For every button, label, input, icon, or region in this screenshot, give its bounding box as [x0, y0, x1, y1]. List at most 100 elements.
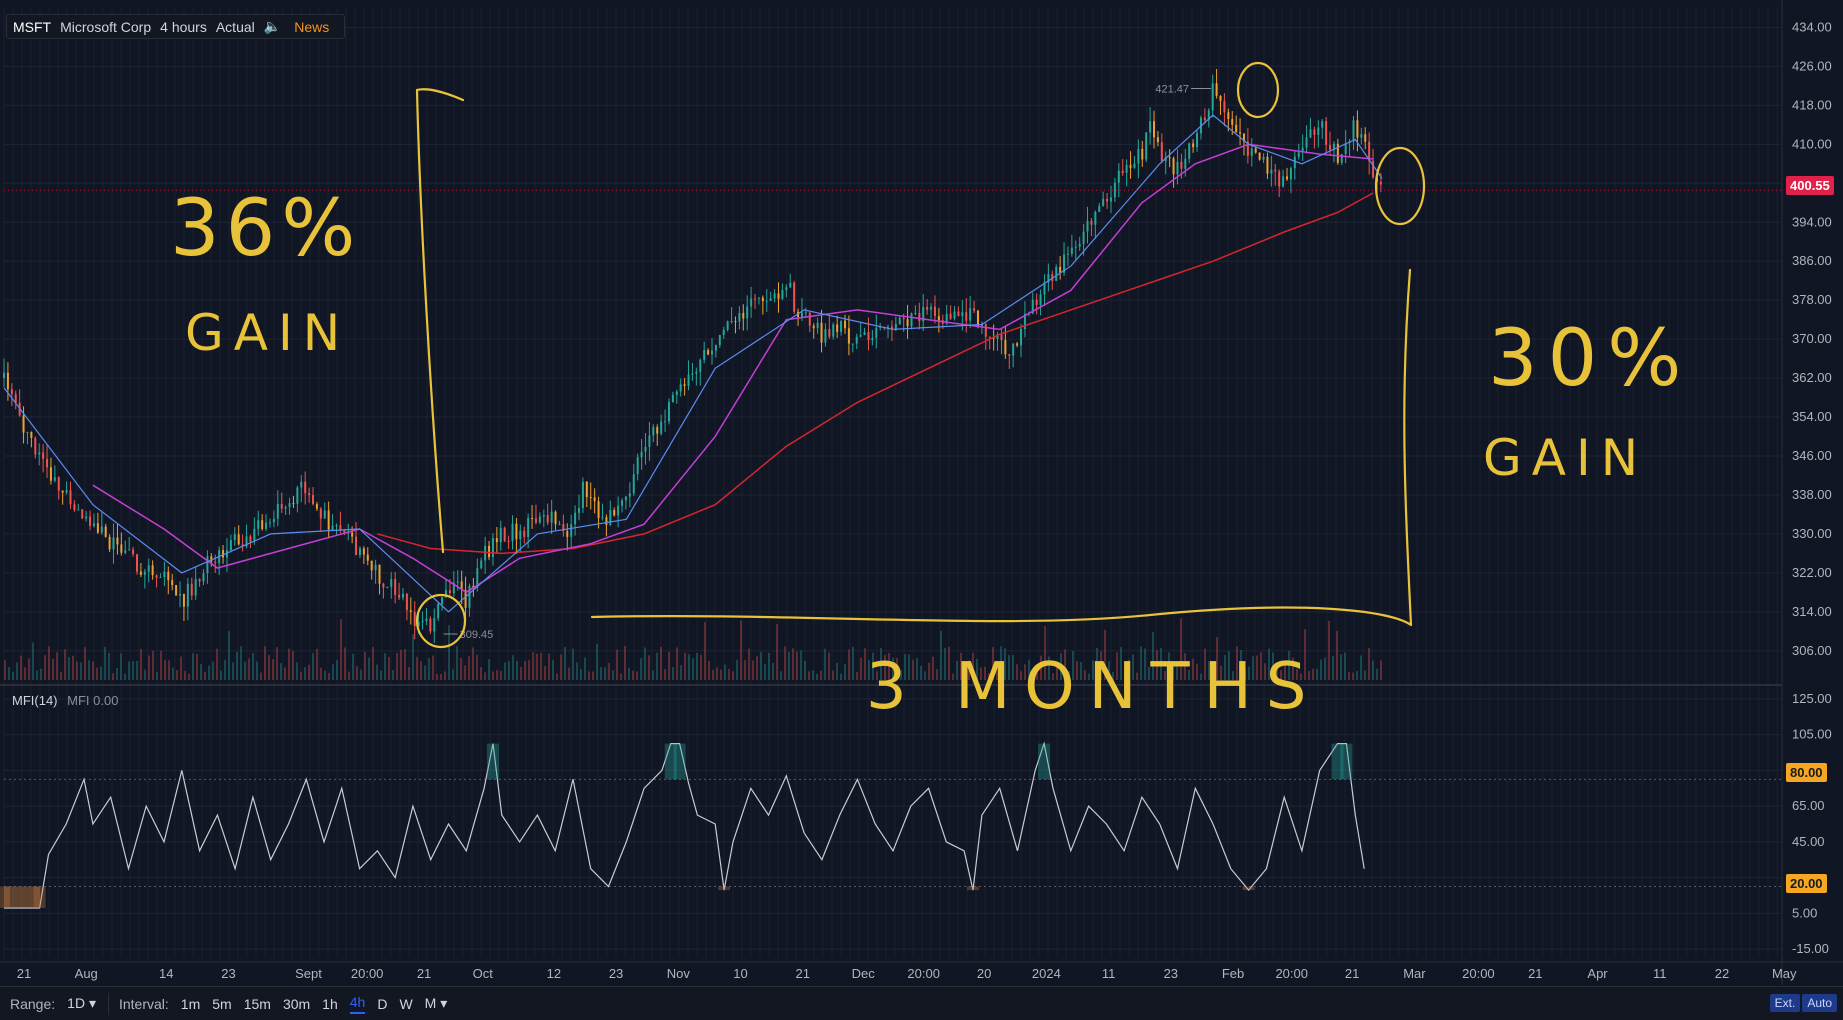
time-axis-tick-label: Mar — [1403, 966, 1426, 981]
interval-label[interactable]: 4 hours — [160, 19, 207, 35]
volume-bar — [672, 667, 674, 680]
symbol-ticker[interactable]: MSFT — [13, 19, 51, 35]
ext-hours-toggle[interactable]: Ext. — [1770, 994, 1801, 1012]
volume-bar — [744, 660, 746, 680]
candle-body — [332, 526, 334, 530]
volume-bar — [520, 667, 522, 680]
candle-body — [770, 298, 772, 300]
candle-body — [109, 537, 111, 549]
interval-4h[interactable]: 4h — [350, 994, 366, 1014]
candle-body — [175, 585, 177, 595]
price-axis-tick-label: 330.00 — [1792, 526, 1832, 541]
speaker-icon: 🔈 — [264, 18, 281, 35]
time-axis-tick-label: 23 — [221, 966, 235, 981]
volume-bar — [556, 674, 558, 680]
candle-body — [836, 324, 838, 332]
news-toggle[interactable]: 🔈 News — [264, 18, 338, 35]
extreme-price-label: 421.47 — [1155, 83, 1189, 95]
candle-body — [437, 604, 439, 618]
extreme-price-label: 309.45 — [460, 629, 494, 641]
candle-body — [1055, 267, 1057, 281]
candle-body — [645, 447, 647, 452]
candle-body — [1102, 199, 1104, 206]
volume-bar — [616, 650, 618, 680]
price-axis-tick-label: 362.00 — [1792, 370, 1832, 385]
volume-bar — [644, 647, 646, 680]
interval-15m[interactable]: 15m — [244, 996, 271, 1012]
auto-scale-toggle[interactable]: Auto — [1802, 994, 1837, 1012]
candle-body — [1020, 329, 1022, 345]
interval-d[interactable]: D — [377, 996, 387, 1012]
candle-body — [1239, 132, 1241, 133]
volume-bar — [824, 649, 826, 680]
volume-bar — [804, 661, 806, 680]
volume-bar — [60, 672, 62, 680]
volume-bar — [728, 669, 730, 680]
volume-bar — [848, 650, 850, 680]
candle-body — [738, 313, 740, 322]
candle-body — [629, 493, 631, 496]
volume-bar — [660, 647, 662, 680]
candle-body — [156, 575, 158, 577]
interval-w[interactable]: W — [399, 996, 412, 1012]
candle-body — [1227, 112, 1229, 119]
interval-30m[interactable]: 30m — [283, 996, 310, 1012]
candle-body — [515, 524, 517, 540]
candle-body — [163, 572, 165, 577]
mfi-axis-tick-label: 65.00 — [1792, 798, 1825, 813]
candle-body — [116, 538, 118, 545]
volume-bar — [292, 651, 294, 680]
candle-body — [1212, 83, 1214, 110]
candle-body — [551, 512, 553, 523]
candle-body — [688, 375, 690, 386]
candle-body — [864, 332, 866, 335]
candle-body — [171, 580, 173, 585]
volume-bar — [632, 671, 634, 680]
volume-bar — [704, 622, 706, 680]
time-axis-tick-label: 10 — [733, 966, 747, 981]
interval-m[interactable]: M ▾ — [425, 995, 448, 1012]
volume-bar — [1356, 671, 1358, 680]
candle-body — [543, 515, 545, 517]
volume-bar — [1324, 657, 1326, 680]
candle-body — [191, 584, 193, 596]
candle-body — [296, 488, 298, 504]
candle-body — [355, 537, 357, 555]
interval-1h[interactable]: 1h — [322, 996, 338, 1012]
candle-body — [433, 618, 435, 631]
volume-bar — [400, 650, 402, 680]
volume-bar — [204, 672, 206, 680]
volume-bar — [376, 665, 378, 680]
volume-bar — [92, 661, 94, 680]
interval-1m[interactable]: 1m — [181, 996, 200, 1012]
volume-bar — [332, 664, 334, 680]
time-axis-tick-label: 21 — [1528, 966, 1542, 981]
candle-body — [34, 438, 36, 454]
candle-body — [26, 432, 28, 433]
time-axis-tick-label: 21 — [796, 966, 810, 981]
candle-body — [1356, 120, 1358, 137]
volume-bar — [12, 672, 14, 680]
candle-body — [1161, 142, 1163, 161]
mfi-indicator-name[interactable]: MFI(14) — [12, 693, 58, 708]
candle-body — [58, 477, 60, 490]
price-mode-label[interactable]: Actual — [216, 19, 255, 35]
candle-body — [1075, 247, 1077, 248]
volume-bar — [16, 662, 18, 680]
mfi-overbought-fill — [487, 744, 499, 780]
candle-body — [989, 337, 991, 338]
candle-body — [1274, 170, 1276, 172]
mfi-oversold-fill — [718, 887, 730, 891]
volume-bar — [452, 669, 454, 680]
candle-body — [257, 520, 259, 529]
range-selector[interactable]: 1D ▾ — [67, 995, 96, 1012]
candle-body — [656, 427, 658, 433]
candle-body — [379, 565, 381, 584]
candle-body — [746, 307, 748, 319]
candle-body — [42, 452, 44, 458]
candle-body — [781, 290, 783, 299]
mfi-axis-tick-label: 5.00 — [1792, 905, 1817, 920]
interval-5m[interactable]: 5m — [212, 996, 231, 1012]
mfi-indicator-value: MFI 0.00 — [67, 693, 118, 708]
